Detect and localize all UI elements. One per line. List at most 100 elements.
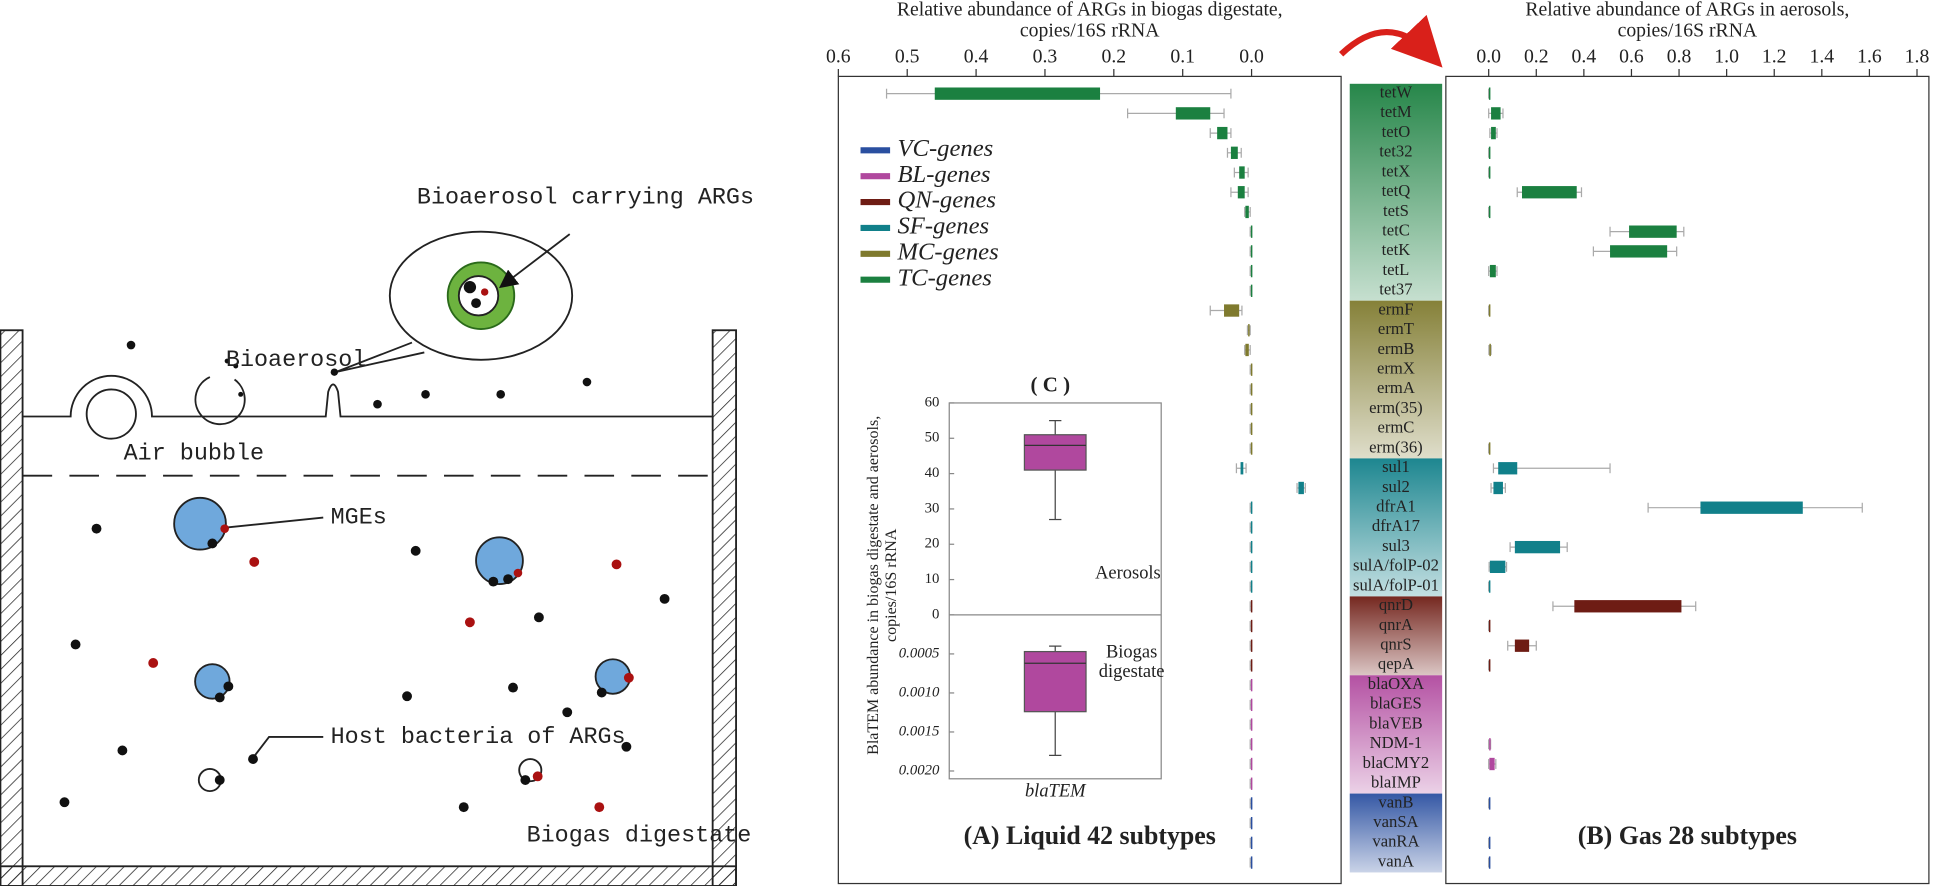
gene-label: ermA — [1377, 378, 1415, 397]
gene-label: blaOXA — [1368, 674, 1424, 693]
axis-title: copies/16S rRNA — [1618, 20, 1758, 42]
x-tick-label: 0.5 — [895, 45, 920, 67]
y-tick-label: 40 — [925, 465, 940, 481]
box — [1237, 186, 1245, 199]
box — [1488, 856, 1491, 869]
gene-label: sul3 — [1382, 536, 1410, 555]
box — [1521, 186, 1577, 199]
box — [1250, 816, 1253, 830]
axis-title: Relative abundance of ARGs in biogas dig… — [897, 0, 1283, 21]
gene-label: tet32 — [1379, 142, 1412, 161]
gene-label: tetQ — [1382, 181, 1411, 200]
gene-label: tetW — [1380, 82, 1413, 101]
gene-label: blaGES — [1370, 694, 1422, 713]
annotation: digestate — [1099, 661, 1165, 681]
legend-label: QN-genes — [897, 187, 995, 214]
x-tick-label: 1.8 — [1905, 45, 1930, 67]
label: Host bacteria of ARGs — [331, 725, 626, 751]
x-tick-label: 0.6 — [826, 45, 851, 67]
gene-group-band — [1349, 596, 1443, 676]
box — [1514, 540, 1561, 554]
plot-frame — [1445, 75, 1930, 885]
gene-label: vanSA — [1373, 812, 1418, 831]
y-tick-label: 20 — [925, 536, 940, 552]
box — [1245, 205, 1249, 219]
x-tick-label: 0.4 — [964, 45, 989, 67]
axis-title: copies/16S rRNA — [1020, 20, 1160, 42]
box — [1493, 481, 1503, 495]
box — [1629, 225, 1677, 238]
y-tick-label: 10 — [925, 571, 940, 587]
box — [1250, 738, 1253, 751]
box — [1488, 580, 1491, 593]
gene-group-band — [1349, 300, 1443, 459]
label: MGEs — [331, 506, 387, 532]
box — [1250, 856, 1253, 869]
box — [1250, 284, 1253, 297]
box — [1489, 757, 1495, 771]
x-tick-label: 0.2 — [1102, 45, 1127, 67]
legend-label: MC-genes — [896, 239, 998, 266]
panel-title: ( C ) — [1031, 373, 1071, 397]
box — [1488, 797, 1491, 810]
legend-label: BL-genes — [897, 161, 990, 188]
box — [1488, 442, 1491, 455]
x-axis-label: blaTEM — [1025, 781, 1087, 801]
box — [1250, 698, 1253, 712]
box — [1250, 777, 1253, 790]
plot-frame — [837, 75, 1342, 885]
box — [1250, 678, 1253, 692]
annotation: Aerosols — [1095, 562, 1161, 582]
box — [934, 87, 1101, 100]
box — [1489, 343, 1491, 357]
box — [1023, 434, 1087, 471]
box — [1489, 560, 1506, 574]
y-tick-label: 0.0015 — [899, 723, 940, 739]
box — [1250, 383, 1253, 396]
gene-label: blaIMP — [1371, 773, 1421, 792]
x-tick-label: 0.0 — [1239, 45, 1264, 67]
box — [1491, 126, 1496, 140]
box — [1224, 304, 1240, 317]
box — [1298, 481, 1304, 495]
label: Bioaerosol — [226, 348, 366, 374]
gene-label: qnrA — [1379, 615, 1413, 634]
box — [1250, 264, 1253, 278]
caption: (B) Gas 28 subtypes — [1578, 821, 1797, 850]
x-tick-label: 0.1 — [1170, 45, 1195, 67]
gene-label: NDM-1 — [1370, 733, 1423, 752]
box — [1250, 422, 1253, 435]
box — [1491, 107, 1501, 120]
x-tick-label: 1.0 — [1714, 45, 1739, 67]
gene-label: qnrS — [1380, 635, 1411, 654]
x-tick-label: 1.2 — [1762, 45, 1787, 67]
gene-label: tetS — [1383, 201, 1409, 220]
gene-label: qnrD — [1379, 595, 1413, 614]
gene-label: sul1 — [1382, 457, 1410, 476]
particles — [59, 280, 670, 813]
gene-group-band — [1349, 458, 1443, 597]
box — [1250, 600, 1253, 613]
box — [1488, 205, 1491, 219]
gene-label: tetC — [1382, 220, 1410, 239]
gene-group-band — [1349, 793, 1443, 873]
label: Bioaerosol carrying ARGs — [417, 185, 754, 211]
box — [1574, 600, 1682, 613]
gene-label: tet37 — [1379, 280, 1412, 299]
gene-label: tetO — [1382, 122, 1411, 141]
box — [1217, 126, 1228, 140]
box — [1489, 738, 1491, 751]
gene-label: tetL — [1383, 260, 1410, 279]
box — [1498, 462, 1518, 475]
x-tick-label: 0.0 — [1476, 45, 1501, 67]
gene-label: tetM — [1380, 102, 1412, 121]
legend-label: SF-genes — [897, 213, 989, 240]
gene-label: dfrA1 — [1376, 497, 1416, 516]
gene-label: sul2 — [1382, 477, 1410, 496]
label: Air bubble — [124, 442, 264, 468]
gene-label: blaVEB — [1369, 713, 1423, 732]
box — [1250, 560, 1253, 574]
gene-label: tetK — [1382, 240, 1411, 259]
x-tick-label: 0.4 — [1572, 45, 1597, 67]
label: Biogas digestate — [527, 824, 752, 850]
